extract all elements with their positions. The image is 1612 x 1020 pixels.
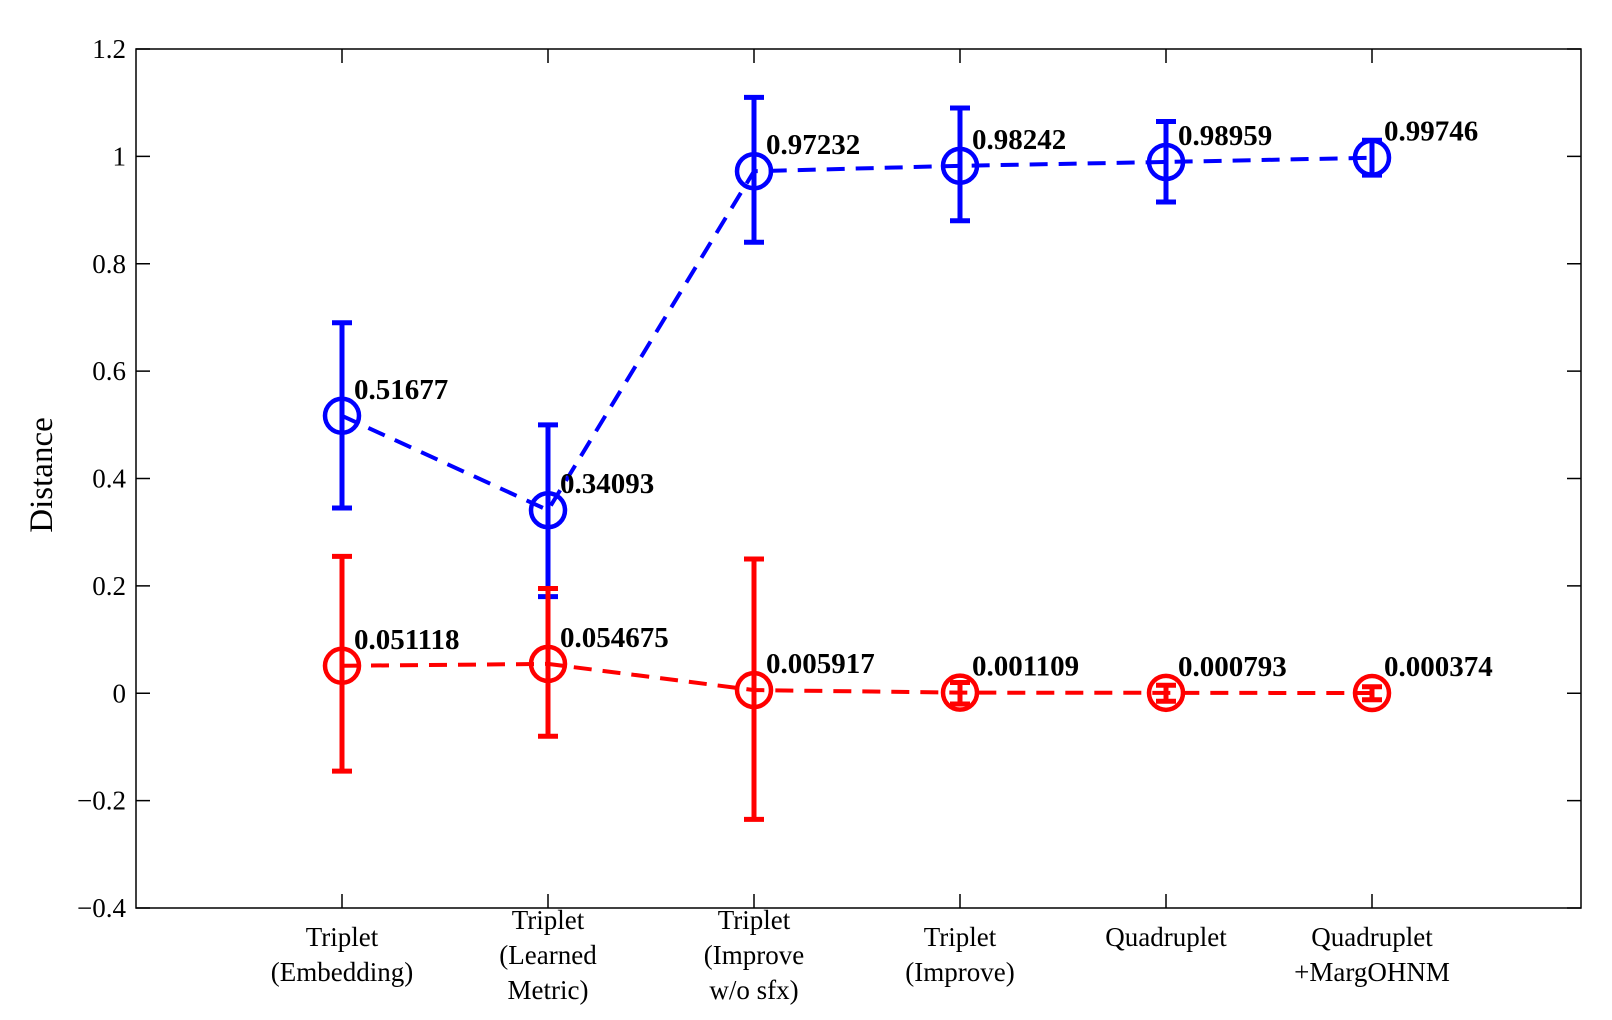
- data-point: [940, 673, 980, 712]
- y-tick-label: 0.2: [92, 571, 126, 601]
- data-point: [322, 396, 362, 436]
- data-label: 0.054675: [560, 622, 669, 654]
- category-label: Triplet: [512, 905, 585, 935]
- data-point: [1146, 673, 1186, 713]
- data-point: [528, 490, 568, 530]
- data-point: [734, 670, 774, 710]
- series-blue: [322, 94, 1392, 600]
- category-label: Metric): [508, 975, 589, 1005]
- category-label: (Embedding): [271, 957, 413, 987]
- data-point: [734, 151, 774, 191]
- category-label: Quadruplet: [1311, 922, 1433, 952]
- data-label: 0.98242: [972, 124, 1066, 156]
- data-point: [940, 146, 980, 186]
- data-label: 0.051118: [354, 624, 460, 656]
- data-point: [1146, 142, 1186, 182]
- data-label: 0.000793: [1178, 651, 1287, 683]
- category-label: Quadruplet: [1105, 922, 1227, 952]
- data-label: 0.34093: [560, 468, 654, 500]
- data-point: [1352, 673, 1392, 713]
- series-red: [322, 553, 1392, 822]
- category-label: (Improve: [704, 940, 804, 970]
- data-label: 0.001109: [972, 651, 1079, 683]
- y-tick-label: 0.4: [92, 464, 126, 494]
- series-line: [341, 155, 1373, 513]
- data-label: 0.99746: [1384, 116, 1478, 148]
- category-label: (Learned: [499, 940, 597, 970]
- y-tick-label: 1: [113, 141, 127, 171]
- category-label: (Improve): [905, 957, 1014, 987]
- data-point: [322, 646, 362, 686]
- data-label: 0.98959: [1178, 120, 1272, 152]
- y-tick-label: 0: [113, 678, 127, 708]
- plot-frame: [135, 48, 1582, 909]
- data-label: 0.005917: [766, 648, 875, 680]
- y-tick-label: −0.2: [77, 786, 126, 816]
- y-tick-label: 1.2: [92, 34, 126, 64]
- data-label: 0.97232: [766, 129, 860, 161]
- data-label: 0.000374: [1384, 651, 1493, 683]
- category-label: w/o sfx): [709, 975, 798, 1005]
- category-label: +MargOHNM: [1294, 957, 1450, 987]
- y-axis-title: Distance: [24, 417, 60, 532]
- axes: −0.4 −0.2 0 0.2 0.4 0.6 0.8 1 1.2 Triplet (Embeddi…: [77, 34, 1582, 1005]
- data-point: [528, 644, 568, 684]
- data-label: 0.51677: [354, 374, 448, 406]
- y-tick-label: −0.4: [77, 893, 126, 923]
- data-point: [1352, 138, 1392, 177]
- category-label: Triplet: [306, 922, 379, 952]
- y-tick-label: 0.6: [92, 356, 126, 386]
- y-tick-label: 0.8: [92, 249, 126, 279]
- labels-layer: 0.51677 0.34093 0.97232 0.98242 0.98959 0.997…: [354, 116, 1493, 683]
- category-label: Triplet: [718, 905, 791, 935]
- series-layer: [322, 94, 1392, 822]
- category-label: Triplet: [924, 922, 997, 952]
